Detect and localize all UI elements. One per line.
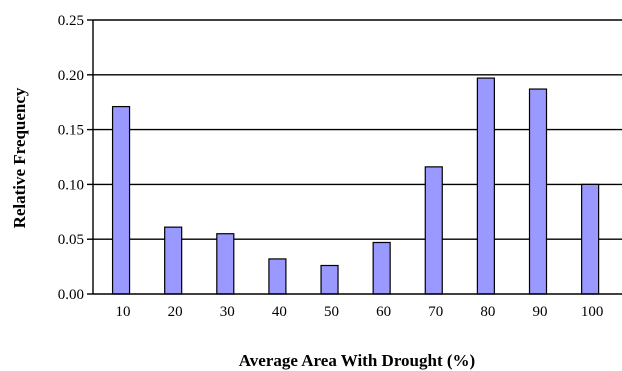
y-tick-label: 0.15 — [58, 123, 84, 139]
bar-40 — [268, 258, 287, 295]
y-tick-label: 0.20 — [58, 68, 84, 84]
bar-100 — [581, 183, 600, 295]
bar-10 — [111, 105, 131, 295]
bar-30 — [216, 233, 235, 295]
y-tick-labels: 0.00 0.05 0.10 0.15 0.20 0.25 — [58, 13, 84, 303]
bar-60 — [372, 241, 391, 295]
x-tick-label-10: 10 — [116, 304, 131, 320]
x-tick-label-40: 40 — [272, 304, 287, 320]
x-tick-label-90: 90 — [533, 304, 548, 320]
y-tick-label: 0.05 — [58, 232, 84, 248]
bar-50 — [320, 264, 339, 295]
axes — [87, 19, 622, 295]
x-tick-labels: 10 20 30 40 50 60 70 80 90 100 — [116, 304, 604, 320]
bar-20 — [164, 226, 183, 295]
bar-70 — [424, 166, 443, 295]
y-tick-label: 0.00 — [58, 287, 84, 303]
x-tick-label-20: 20 — [168, 304, 183, 320]
y-axis-title: Relative Frequency — [10, 87, 29, 228]
x-axis-title: Average Area With Drought (%) — [239, 351, 475, 370]
y-tick-label: 0.25 — [58, 13, 84, 29]
bar-80 — [476, 77, 495, 295]
x-tick-label-70: 70 — [428, 304, 443, 320]
y-tick-label: 0.10 — [58, 177, 84, 193]
x-tick-label-30: 30 — [220, 304, 235, 320]
bar-90 — [528, 88, 548, 295]
x-tick-label-80: 80 — [480, 304, 495, 320]
x-tick-label-100: 100 — [581, 304, 604, 320]
x-tick-label-50: 50 — [324, 304, 339, 320]
x-tick-label-60: 60 — [376, 304, 391, 320]
bars — [111, 77, 600, 295]
